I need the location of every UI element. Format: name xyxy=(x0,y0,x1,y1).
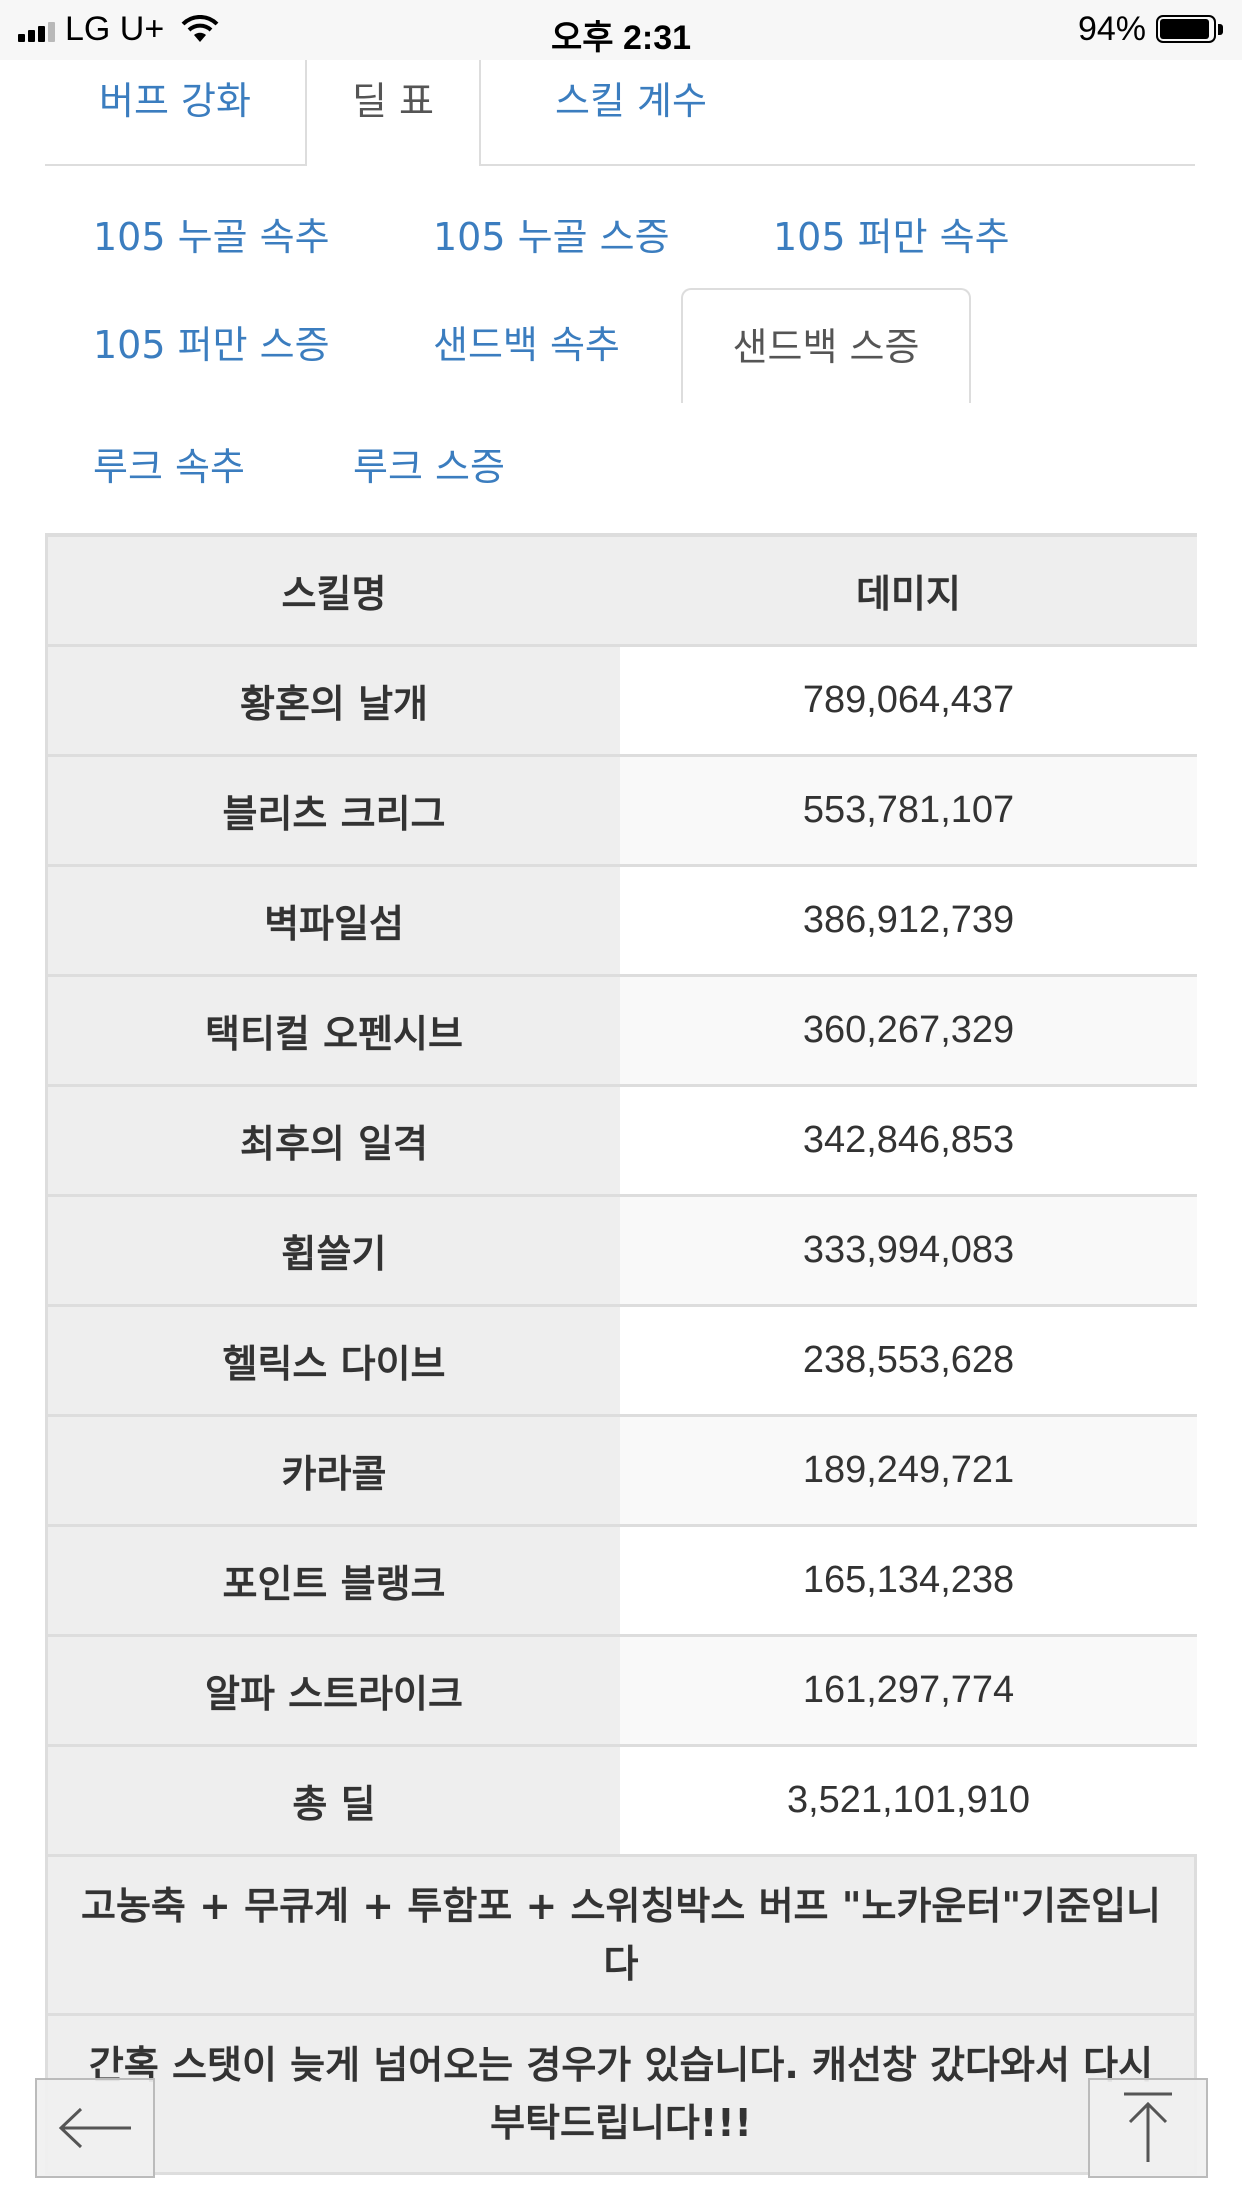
table-row: 포인트 블랭크 165,134,238 xyxy=(45,1527,1197,1637)
skill-name-cell: 벽파일섬 xyxy=(45,867,620,974)
carrier-name: LG U+ xyxy=(65,10,165,48)
table-header-row: 스킬명 데미지 xyxy=(45,537,1197,647)
damage-cell: 165,134,238 xyxy=(620,1527,1197,1634)
damage-cell: 386,912,739 xyxy=(620,867,1197,974)
total-label-cell: 총 딜 xyxy=(45,1747,620,1854)
status-left: LG U+ xyxy=(18,10,220,49)
table-row: 택티컬 오펜시브 360,267,329 xyxy=(45,977,1197,1087)
status-right: 94% xyxy=(1078,10,1226,49)
table-row: 알파 스트라이크 161,297,774 xyxy=(45,1637,1197,1747)
total-damage-cell: 3,521,101,910 xyxy=(620,1747,1197,1854)
cellular-signal-icon xyxy=(18,18,55,42)
damage-cell: 189,249,721 xyxy=(620,1417,1197,1524)
skill-name-cell: 최후의 일격 xyxy=(45,1087,620,1194)
header-skill-name: 스킬명 xyxy=(45,537,620,644)
scroll-to-top-button[interactable] xyxy=(1088,2078,1208,2178)
table-row: 벽파일섬 386,912,739 xyxy=(45,867,1197,977)
skill-name-cell: 황혼의 날개 xyxy=(45,647,620,754)
arrow-left-icon xyxy=(58,2107,131,2149)
tab-buff[interactable]: 버프 강화 xyxy=(99,79,251,123)
subtab-sandbag-seujeung[interactable]: 샌드백 스증 xyxy=(681,288,971,403)
skill-name-cell: 헬릭스 다이브 xyxy=(45,1307,620,1414)
stat-delay-note: 간혹 스탯이 늦게 넘어오는 경우가 있습니다. 캐선창 갔다와서 다시 부탁드… xyxy=(45,2016,1197,2175)
main-tab-bar: 버프 강화 딜 표 스킬 계수 xyxy=(45,60,1195,166)
wifi-icon xyxy=(181,14,219,42)
table-row: 카라콜 189,249,721 xyxy=(45,1417,1197,1527)
damage-cell: 333,994,083 xyxy=(620,1197,1197,1304)
table-row: 헬릭스 다이브 238,553,628 xyxy=(45,1307,1197,1417)
skill-name-cell: 카라콜 xyxy=(45,1417,620,1524)
table-row: 최후의 일격 342,846,853 xyxy=(45,1087,1197,1197)
subtab-sandbag-sokchu[interactable]: 샌드백 속추 xyxy=(433,323,620,367)
damage-cell: 161,297,774 xyxy=(620,1637,1197,1744)
skill-name-cell: 포인트 블랭크 xyxy=(45,1527,620,1634)
damage-cell: 553,781,107 xyxy=(620,757,1197,864)
skill-name-cell: 알파 스트라이크 xyxy=(45,1637,620,1744)
skill-name-cell: 휩쓸기 xyxy=(45,1197,620,1304)
subtab-105-peoman-sokchu[interactable]: 105 퍼만 속추 xyxy=(773,215,1010,259)
subtab-rook-sokchu[interactable]: 루크 속추 xyxy=(93,445,245,489)
battery-icon xyxy=(1156,14,1226,45)
table-row: 휩쓸기 333,994,083 xyxy=(45,1197,1197,1307)
battery-percent: 94% xyxy=(1077,10,1146,48)
damage-cell: 789,064,437 xyxy=(620,647,1197,754)
subtab-105-nugol-seujeung[interactable]: 105 누골 스증 xyxy=(433,215,670,259)
total-row: 총 딜 3,521,101,910 xyxy=(45,1747,1197,1857)
skill-name-cell: 택티컬 오펜시브 xyxy=(45,977,620,1084)
subtab-rook-seujeung[interactable]: 루크 스증 xyxy=(353,445,505,489)
damage-cell: 342,846,853 xyxy=(620,1087,1197,1194)
header-damage: 데미지 xyxy=(620,537,1197,644)
buff-basis-note: 고농축 + 무큐계 + 투함포 + 스위칭박스 버프 "노카운터"기준입니다 xyxy=(45,1857,1197,2016)
arrow-up-to-top-icon xyxy=(1124,2092,1172,2162)
damage-cell: 238,553,628 xyxy=(620,1307,1197,1414)
table-row: 황혼의 날개 789,064,437 xyxy=(45,647,1197,757)
status-bar: LG U+ 오후 2:31 94% xyxy=(0,0,1242,60)
tab-damage-table[interactable]: 딜 표 xyxy=(305,60,481,166)
subtab-105-peoman-seujeung[interactable]: 105 퍼만 스증 xyxy=(93,323,330,367)
skill-name-cell: 블리츠 크리그 xyxy=(45,757,620,864)
tab-skill-coefficient[interactable]: 스킬 계수 xyxy=(555,79,707,123)
back-button[interactable] xyxy=(35,2078,155,2178)
clock: 오후 2:31 xyxy=(550,19,692,57)
damage-cell: 360,267,329 xyxy=(620,977,1197,1084)
table-row: 블리츠 크리그 553,781,107 xyxy=(45,757,1197,867)
damage-table: 스킬명 데미지 황혼의 날개 789,064,437 블리츠 크리그 553,7… xyxy=(45,533,1197,2175)
subtab-105-nugol-sokchu[interactable]: 105 누골 속추 xyxy=(93,215,330,259)
